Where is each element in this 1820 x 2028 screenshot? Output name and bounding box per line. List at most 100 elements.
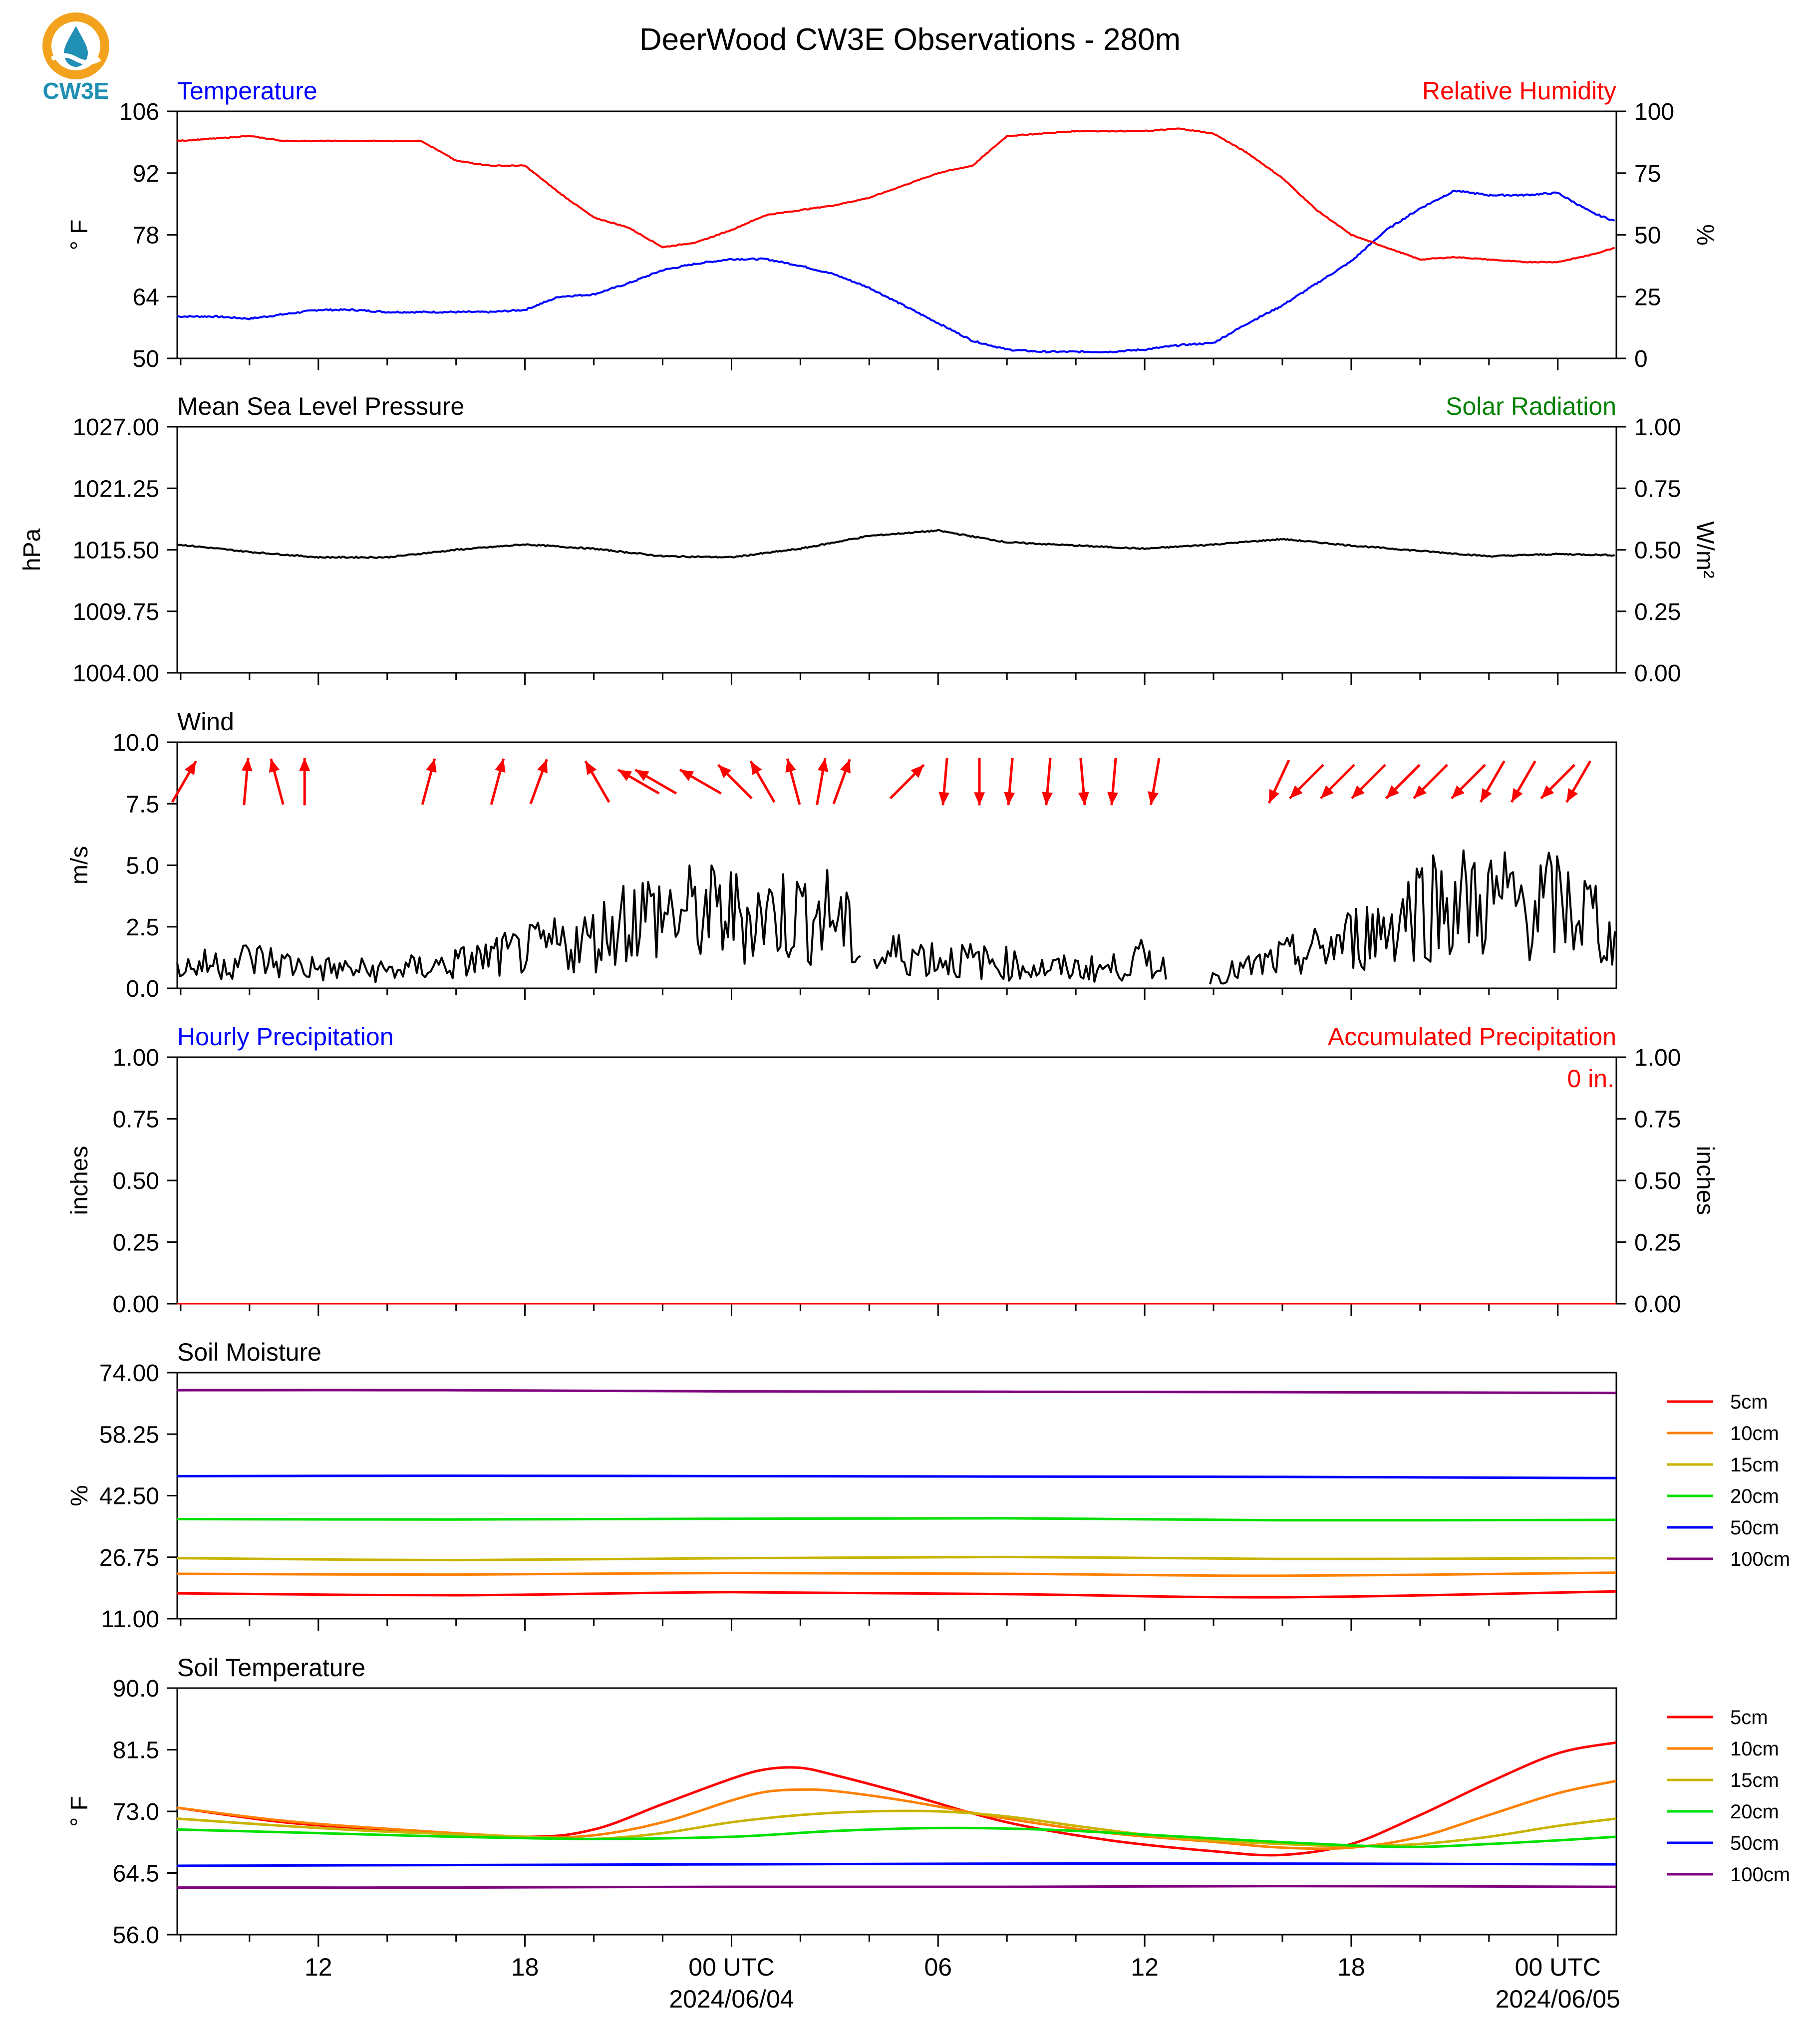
wind-arrow — [1004, 758, 1015, 806]
wind-arrow — [1042, 758, 1053, 806]
y-axis-label-left: inches — [66, 1146, 93, 1215]
y-tick-label-right: 0 — [1634, 346, 1648, 372]
wind-arrow-head — [185, 761, 196, 775]
y-tick-label-left: 10.0 — [113, 730, 159, 756]
y-tick-label-left: 78 — [133, 223, 159, 249]
y-tick-label-right: 0.75 — [1634, 476, 1681, 502]
y-tick-label-left: 26.75 — [99, 1545, 159, 1571]
y-tick-label-left: 0.0 — [126, 976, 159, 1002]
soil-temperature-panel: 56.0 64.5 73.0 81.5 90.0 Soil Temperature ° F 5… — [66, 1654, 1790, 2013]
y-axis-label-left: ° F — [66, 1796, 93, 1827]
wind-arrow — [1148, 758, 1161, 806]
wind-arrow — [529, 759, 548, 805]
wind-arrow-head — [635, 770, 649, 781]
legend-label: 100cm — [1730, 1548, 1790, 1570]
y-axis-label-right: inches — [1692, 1146, 1718, 1215]
y-tick-label-right: 1.00 — [1634, 1045, 1681, 1071]
wind-arrow-head — [1512, 788, 1523, 803]
panel-title-left: Soil Moisture — [177, 1338, 321, 1366]
wind-arrow — [1107, 758, 1119, 806]
panel-title-right: Relative Humidity — [1422, 77, 1616, 105]
series-line — [177, 1590, 1617, 1599]
wind-arrow-head — [1289, 785, 1303, 799]
y-axis-label-left: hPa — [19, 528, 45, 571]
accumulated-total-label: 0 in. — [1567, 1065, 1614, 1093]
wind-arrow-head — [840, 759, 851, 774]
x-tick-label: 12 — [1131, 1953, 1159, 1981]
y-tick-label-left: 106 — [119, 99, 159, 125]
y-tick-label-left: 0.25 — [113, 1230, 159, 1256]
y-tick-label-right: 100 — [1634, 99, 1674, 125]
plot-frame — [176, 110, 1617, 359]
series-line — [177, 1389, 1617, 1395]
y-tick-label-left: 92 — [133, 161, 159, 187]
y-tick-label-left: 1015.50 — [72, 538, 159, 564]
wind-arrow-head — [1351, 785, 1365, 799]
legend-label: 20cm — [1730, 1485, 1779, 1507]
wind-arrow — [938, 758, 950, 806]
legend-label: 100cm — [1730, 1864, 1790, 1886]
y-tick-label-right: 50 — [1634, 223, 1661, 249]
wind-arrow-head — [1386, 785, 1399, 799]
panel-title-left: Wind — [177, 708, 234, 736]
temperature-humidity-panel: 50 64 78 92 106 0 25 50 75 100 Temperature Relative… — [66, 77, 1718, 372]
series-line — [177, 529, 1615, 559]
y-tick-label-right: 0.50 — [1634, 1168, 1681, 1194]
wind-arrow — [832, 759, 851, 805]
wind-arrow-head — [680, 770, 694, 781]
wind-arrow-head — [1413, 785, 1427, 799]
y-tick-label-left: 0.75 — [113, 1107, 159, 1133]
series-line — [177, 1809, 1617, 1848]
y-tick-label-right: 0.75 — [1634, 1107, 1681, 1133]
y-tick-label-right: 0.00 — [1634, 1291, 1681, 1318]
y-tick-label-left: 1021.25 — [72, 476, 159, 502]
y-tick-label-left: 1009.75 — [72, 599, 159, 625]
page-title: DeerWood CW3E Observations - 280m — [639, 22, 1181, 57]
wind-arrow-head — [785, 758, 796, 773]
y-tick-label-left: 74.00 — [99, 1360, 159, 1387]
plot-frame — [176, 1372, 1617, 1620]
wind-arrow — [1565, 760, 1592, 803]
soil-moisture-panel: 11.00 26.75 42.50 58.25 74.00 Soil Moisture% 5… — [66, 1338, 1790, 1633]
wind-arrow — [785, 758, 801, 805]
x-tick-label: 18 — [511, 1953, 539, 1981]
wind-arrow-head — [817, 758, 829, 772]
series-line — [176, 864, 861, 983]
y-tick-label-left: 7.5 — [126, 791, 159, 818]
y-tick-label-left: 64.5 — [113, 1861, 159, 1887]
wind-arrow — [679, 768, 722, 795]
wind-arrow-head — [938, 792, 950, 806]
x-tick-label: 06 — [924, 1953, 952, 1981]
x-tick-label: 12 — [304, 1953, 332, 1981]
wind-arrow — [1267, 759, 1290, 804]
wind-arrow — [749, 760, 776, 803]
series-line — [177, 1862, 1617, 1867]
y-tick-label-left: 73.0 — [113, 1799, 159, 1825]
legend-label: 5cm — [1730, 1391, 1768, 1413]
y-axis-label-left: % — [66, 1485, 93, 1506]
legend-label: 15cm — [1730, 1454, 1779, 1476]
y-tick-label-right: 0.50 — [1634, 538, 1681, 564]
wind-arrow — [421, 758, 437, 805]
wind-arrow-head — [1320, 785, 1334, 799]
y-tick-label-left: 64 — [133, 284, 159, 310]
wind-arrow-head — [1480, 788, 1492, 803]
y-tick-label-right: 0.25 — [1634, 1230, 1681, 1256]
y-tick-label-left: 1027.00 — [72, 414, 159, 441]
legend-label: 5cm — [1730, 1707, 1768, 1729]
y-tick-label-right: 1.00 — [1634, 414, 1681, 441]
wind-arrow — [617, 768, 660, 795]
legend-label: 10cm — [1730, 1738, 1779, 1760]
wind-arrow — [1078, 758, 1089, 806]
wind-arrow-head — [1566, 788, 1578, 803]
panel-title-left: Hourly Precipitation — [177, 1023, 394, 1051]
series-line — [177, 1474, 1617, 1479]
y-tick-label-left: 0.00 — [113, 1291, 159, 1318]
y-tick-label-left: 81.5 — [113, 1738, 159, 1764]
wind-arrow-head — [750, 761, 762, 775]
wind-arrow-head — [426, 758, 437, 773]
y-tick-label-left: 11.00 — [101, 1606, 159, 1633]
logo-text: CW3E — [43, 78, 109, 104]
wind-arrow — [490, 758, 506, 805]
series-line — [177, 1517, 1617, 1522]
